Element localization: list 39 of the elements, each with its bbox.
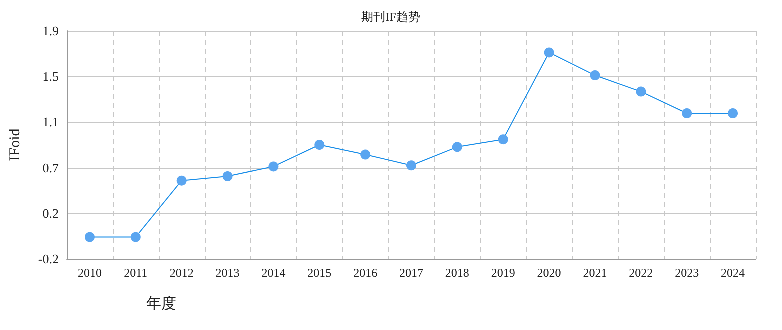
point bbox=[314, 140, 325, 150]
x-tick-label: 2017 bbox=[400, 266, 424, 280]
y-tick-label: 0.2 bbox=[42, 206, 59, 221]
x-tick-label: 2016 bbox=[354, 266, 378, 280]
x-tick-label: 2015 bbox=[308, 266, 332, 280]
point bbox=[682, 108, 692, 119]
point bbox=[728, 108, 738, 119]
x-tick-label: 2012 bbox=[170, 266, 194, 280]
point bbox=[406, 160, 416, 171]
x-tick-label: 2018 bbox=[445, 266, 470, 280]
chart-title: 期刊IF趋势 bbox=[362, 10, 420, 24]
y-axis-title: IFoid bbox=[8, 128, 24, 162]
point bbox=[636, 86, 646, 97]
point bbox=[222, 171, 233, 182]
x-tick-label: 2023 bbox=[675, 266, 700, 280]
x-tick-label: 2013 bbox=[216, 266, 240, 280]
y-tick-label: 1.5 bbox=[42, 69, 59, 84]
point bbox=[498, 134, 508, 145]
point bbox=[452, 142, 462, 152]
point bbox=[176, 176, 187, 186]
y-tick-label: -0.2 bbox=[38, 252, 59, 266]
x-tick-label: 2021 bbox=[583, 266, 608, 280]
x-tick-label: 2024 bbox=[721, 266, 746, 280]
x-tick-label: 2014 bbox=[262, 266, 286, 280]
x-tick-label: 2022 bbox=[629, 266, 654, 280]
x-axis-title: 年度 bbox=[146, 296, 176, 312]
x-tick-label: 2019 bbox=[491, 266, 516, 280]
y-tick-label: 1.1 bbox=[42, 114, 59, 130]
point bbox=[84, 232, 95, 242]
point bbox=[544, 48, 554, 58]
point bbox=[590, 70, 600, 81]
point bbox=[360, 150, 371, 160]
x-tick-label: 2011 bbox=[124, 266, 148, 280]
point bbox=[130, 232, 141, 242]
y-tick-label: 1.9 bbox=[42, 24, 59, 38]
y-tick-label: 0.7 bbox=[42, 160, 60, 176]
point bbox=[268, 162, 279, 172]
x-tick-label: 2010 bbox=[78, 266, 102, 280]
x-tick-label: 2020 bbox=[537, 266, 562, 280]
